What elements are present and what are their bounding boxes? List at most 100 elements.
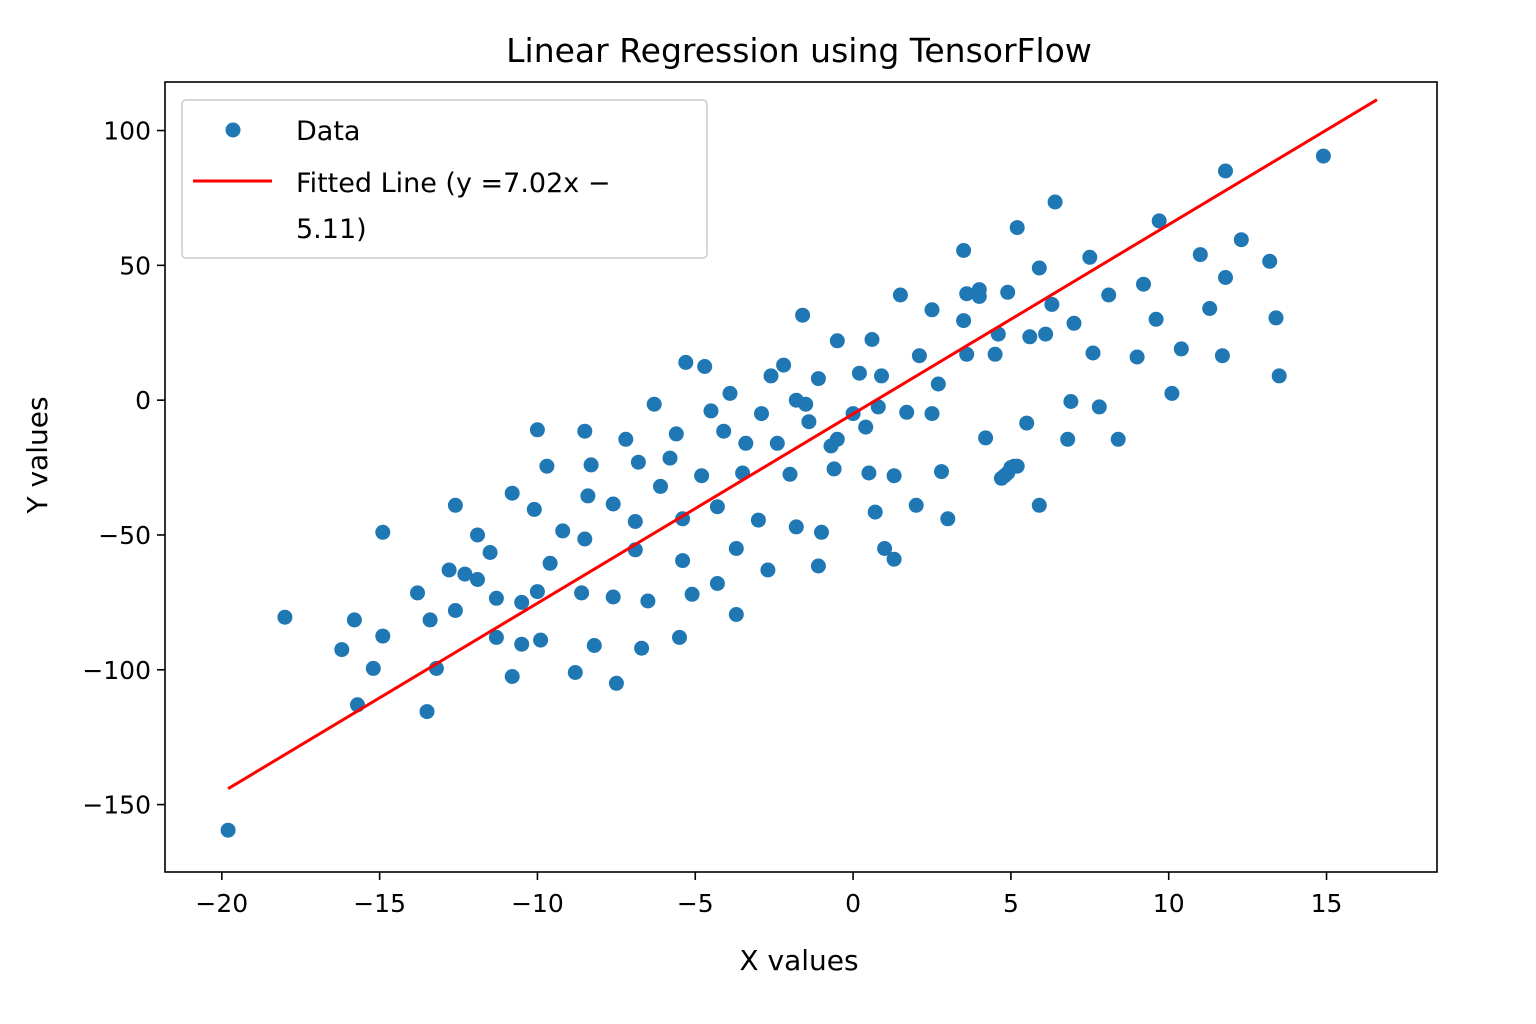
data-point bbox=[1031, 497, 1047, 513]
data-point bbox=[851, 365, 867, 381]
data-point bbox=[630, 454, 646, 470]
x-axis-label: X values bbox=[739, 944, 858, 977]
data-point bbox=[987, 346, 1003, 362]
data-point bbox=[801, 414, 817, 430]
data-point bbox=[574, 585, 590, 601]
data-point bbox=[684, 586, 700, 602]
data-point bbox=[1038, 326, 1054, 342]
data-point bbox=[760, 562, 776, 578]
y-tick-label: 50 bbox=[119, 251, 151, 280]
legend-box bbox=[181, 99, 708, 259]
data-point bbox=[1164, 385, 1180, 401]
x-tick-label: 5 bbox=[1003, 889, 1019, 918]
data-point bbox=[567, 665, 583, 680]
data-point bbox=[346, 612, 362, 628]
data-point bbox=[1009, 458, 1025, 474]
data-point bbox=[1091, 399, 1107, 415]
data-point bbox=[220, 822, 236, 838]
data-point bbox=[750, 512, 766, 528]
y-axis-label: Y values bbox=[21, 396, 54, 514]
data-point bbox=[1192, 247, 1208, 263]
data-point bbox=[694, 468, 710, 484]
data-point bbox=[892, 287, 908, 303]
data-point bbox=[1315, 148, 1331, 164]
data-point bbox=[924, 302, 940, 318]
data-point bbox=[709, 576, 725, 591]
data-point bbox=[908, 497, 924, 513]
data-point bbox=[829, 333, 845, 349]
data-point bbox=[1066, 315, 1082, 331]
data-point bbox=[441, 562, 457, 578]
data-point bbox=[867, 504, 883, 520]
data-point bbox=[924, 406, 940, 422]
data-point bbox=[504, 485, 520, 501]
data-point bbox=[956, 313, 972, 329]
x-axis: −20 −15 −10 −5 0 5 10 15 bbox=[195, 872, 1342, 918]
data-point bbox=[1268, 310, 1284, 326]
x-tick-label: 10 bbox=[1153, 889, 1185, 918]
data-point bbox=[1129, 349, 1145, 365]
y-tick-label: −50 bbox=[98, 521, 151, 550]
x-tick-label: 15 bbox=[1311, 889, 1343, 918]
legend: Data Fitted Line (y =7.02x − 5.11) bbox=[181, 99, 708, 259]
data-point bbox=[514, 636, 530, 652]
x-tick-label: −20 bbox=[195, 889, 248, 918]
data-point bbox=[1031, 260, 1047, 276]
data-point bbox=[422, 612, 438, 628]
data-point bbox=[829, 431, 845, 447]
data-point bbox=[668, 426, 684, 442]
data-point bbox=[653, 478, 668, 494]
data-point bbox=[447, 497, 463, 513]
data-point bbox=[697, 359, 713, 374]
data-point bbox=[810, 558, 826, 574]
legend-marker-data bbox=[225, 122, 241, 138]
x-tick-label: 0 bbox=[845, 889, 861, 918]
data-point bbox=[769, 435, 785, 451]
data-point bbox=[1009, 220, 1025, 236]
data-point bbox=[703, 403, 719, 419]
data-point bbox=[1148, 311, 1164, 327]
data-point bbox=[580, 488, 596, 504]
data-point bbox=[795, 307, 811, 323]
data-point bbox=[861, 465, 877, 481]
data-point bbox=[959, 286, 975, 302]
data-point bbox=[526, 501, 542, 517]
data-point bbox=[776, 357, 792, 373]
y-tick-label: −100 bbox=[82, 656, 151, 685]
data-point bbox=[798, 396, 814, 412]
data-point bbox=[788, 519, 804, 535]
data-point bbox=[470, 527, 485, 543]
data-point bbox=[877, 541, 893, 556]
data-point bbox=[542, 555, 558, 571]
data-point bbox=[728, 541, 744, 556]
data-point bbox=[1271, 368, 1287, 384]
legend-label-data: Data bbox=[296, 116, 360, 147]
data-point bbox=[1218, 270, 1233, 285]
data-point bbox=[605, 589, 621, 605]
data-point bbox=[514, 594, 530, 610]
data-point bbox=[1136, 276, 1151, 292]
data-point bbox=[646, 396, 662, 412]
data-point bbox=[1044, 296, 1060, 312]
data-point bbox=[978, 430, 994, 446]
data-point bbox=[956, 243, 972, 258]
data-point bbox=[678, 354, 694, 370]
data-point bbox=[1060, 431, 1076, 447]
data-point bbox=[814, 524, 829, 540]
legend-label-fitted-line: Fitted Line (y =7.02x − bbox=[296, 168, 610, 199]
data-point bbox=[930, 376, 946, 392]
data-point bbox=[874, 368, 889, 384]
data-point bbox=[457, 566, 473, 582]
data-point bbox=[1082, 249, 1098, 265]
data-point bbox=[627, 514, 643, 529]
y-tick-label: 0 bbox=[135, 386, 151, 415]
y-tick-label: −150 bbox=[82, 791, 151, 820]
data-point bbox=[1022, 329, 1038, 345]
data-point bbox=[940, 511, 956, 527]
data-point bbox=[375, 524, 391, 540]
data-point bbox=[375, 628, 391, 644]
data-point bbox=[533, 632, 549, 648]
data-point bbox=[365, 660, 381, 676]
x-tick-label: −5 bbox=[677, 889, 714, 918]
